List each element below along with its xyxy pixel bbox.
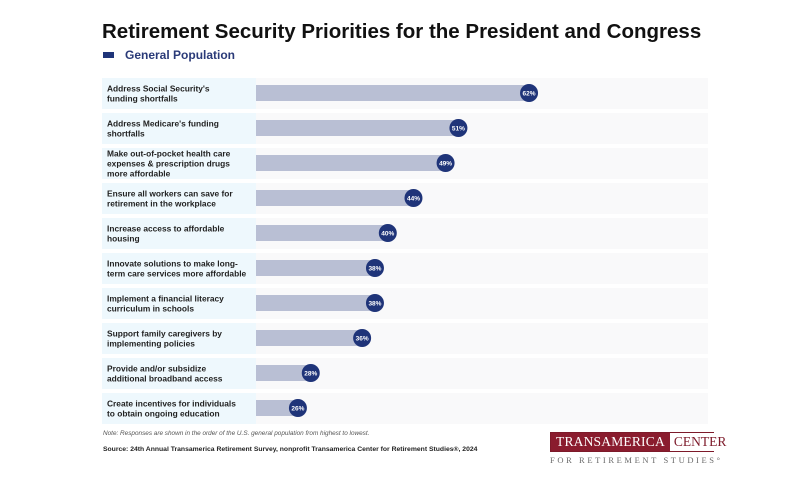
category-label-bg	[102, 358, 256, 389]
chart-note: Note: Responses are shown in the order o…	[103, 430, 370, 437]
value-label: 38%	[368, 265, 381, 272]
value-label: 38%	[368, 300, 381, 307]
category-label: Innovate solutions to make long-term car…	[107, 259, 247, 279]
value-label: 28%	[304, 370, 317, 377]
value-marker	[288, 399, 307, 417]
value-marker	[301, 364, 320, 382]
value-label: 40%	[381, 230, 394, 237]
bar	[256, 400, 298, 416]
value-label: 26%	[291, 405, 304, 412]
bar	[256, 365, 311, 381]
category-label-bg	[102, 113, 256, 144]
logo-wordmark: TRANSAMERICA CENTER	[550, 432, 731, 452]
bar	[256, 260, 375, 276]
bar	[256, 155, 446, 171]
value-label: 51%	[452, 125, 465, 132]
row-background	[256, 358, 708, 389]
value-marker	[365, 294, 384, 312]
category-label-bg	[102, 323, 256, 354]
category-label-bg	[102, 288, 256, 319]
value-label: 36%	[356, 335, 369, 342]
bar	[256, 190, 414, 206]
transamerica-logo: TRANSAMERICA CENTER FOR RETIREMENT STUDI…	[550, 432, 731, 465]
value-marker	[353, 329, 372, 347]
value-marker	[449, 119, 468, 137]
category-label-bg	[102, 253, 256, 284]
category-label: Create incentives for individuals to obta…	[107, 399, 236, 419]
category-label: Increase access to affordable housing	[107, 224, 225, 244]
logo-subtitle: FOR RETIREMENT STUDIES°	[550, 455, 723, 465]
value-marker	[404, 189, 423, 207]
category-label-bg	[102, 393, 256, 424]
category-label: Address Medicare's funding shortfalls	[107, 119, 219, 139]
legend: General Population	[103, 48, 235, 62]
category-label-bg	[102, 148, 256, 179]
category-label: Implement a financial literacy curriculum…	[107, 294, 224, 314]
value-marker	[365, 259, 384, 277]
category-label: Provide and/or subsidize additional broad…	[107, 364, 223, 384]
category-label-bg	[102, 78, 256, 109]
legend-label: General Population	[125, 48, 236, 62]
value-marker	[436, 154, 455, 172]
category-label-bg	[102, 183, 256, 214]
category-label: Support family caregivers by implementing…	[107, 329, 222, 349]
logo-part2: CENTER	[669, 433, 731, 451]
category-label: Make out-of-pocket health care expenses &…	[107, 149, 231, 179]
row-background	[256, 393, 708, 424]
bar	[256, 225, 388, 241]
value-label: 49%	[439, 160, 452, 167]
value-marker	[378, 224, 397, 242]
chart-source: Source: 24th Annual Transamerica Retirem…	[103, 446, 478, 453]
value-label: 44%	[407, 195, 420, 202]
legend-swatch	[103, 52, 114, 58]
bar	[256, 120, 459, 136]
chart-title: Retirement Security Priorities for the P…	[102, 20, 702, 43]
value-label: 62%	[523, 90, 536, 97]
category-label-bg	[102, 218, 256, 249]
bar	[256, 85, 530, 101]
value-marker	[520, 84, 539, 102]
bar	[256, 330, 363, 346]
category-label: Ensure all workers can save for retiremen…	[107, 189, 233, 209]
bar	[256, 295, 375, 311]
category-label: Address Social Security's funding shortfa…	[107, 84, 210, 104]
logo-part1: TRANSAMERICA	[551, 433, 670, 451]
